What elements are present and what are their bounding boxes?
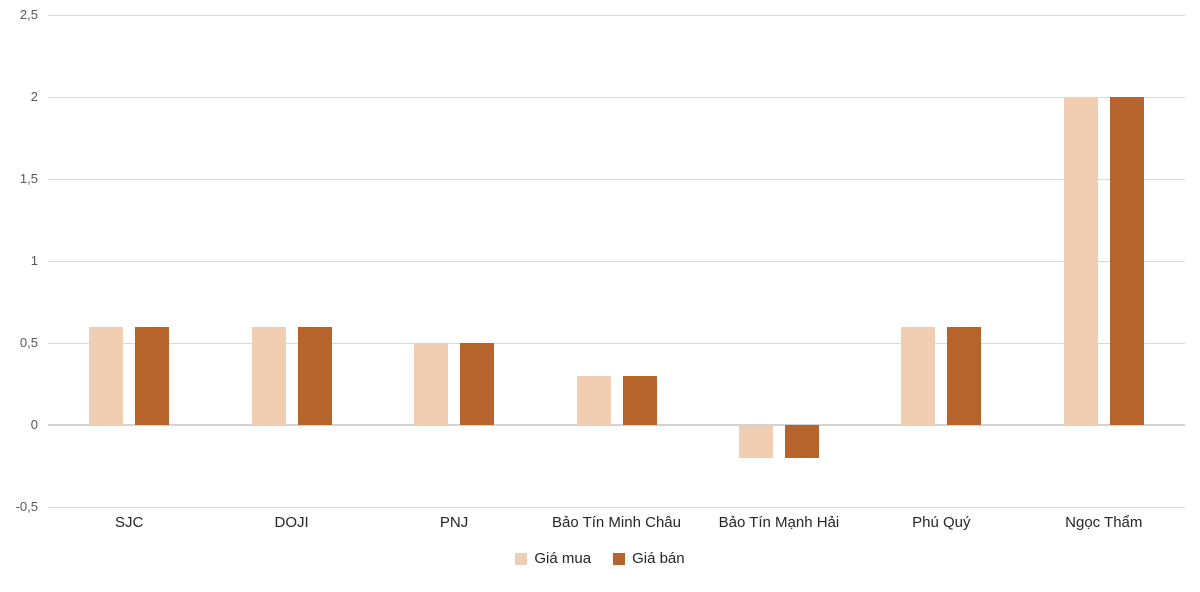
legend-swatch-icon — [515, 553, 528, 565]
gridline — [48, 507, 1185, 508]
bar — [297, 326, 332, 425]
x-category-label: PNJ — [439, 514, 469, 531]
gridline — [48, 261, 1185, 262]
bar — [784, 425, 819, 458]
y-tick-label: 1 — [30, 253, 38, 268]
x-category-label: Ngọc Thẩm — [1065, 514, 1143, 531]
x-category-label: Bảo Tín Minh Châu — [552, 514, 681, 531]
bar — [1109, 97, 1144, 425]
legend-item: Giá bán — [613, 551, 685, 567]
bar — [89, 326, 124, 425]
x-category-label: SJC — [115, 514, 144, 531]
bar — [622, 375, 657, 425]
legend-label: Giá mua — [534, 550, 592, 567]
y-tick-label: 1,5 — [19, 171, 38, 186]
gridline — [48, 179, 1185, 180]
gridline — [48, 15, 1185, 16]
bar — [1063, 97, 1098, 425]
y-tick-label: 0 — [30, 417, 38, 432]
legend: Giá mua Giá bán — [0, 551, 1200, 567]
legend-item: Giá mua — [515, 551, 591, 567]
legend-swatch-icon — [613, 553, 626, 565]
y-tick-label: 0,5 — [19, 335, 38, 350]
bar — [738, 425, 773, 458]
x-category-label: DOJI — [274, 514, 309, 531]
x-category-label: Phú Quý — [912, 514, 971, 531]
bar — [947, 326, 982, 425]
y-tick-label: 2 — [30, 89, 38, 104]
legend-label: Giá bán — [632, 550, 685, 567]
bar — [460, 343, 495, 425]
y-tick-label: -0,5 — [15, 499, 38, 514]
bar — [414, 343, 449, 425]
bar — [135, 326, 170, 425]
gridline — [48, 97, 1185, 98]
zero-axis-line — [48, 424, 1185, 426]
bar — [901, 326, 936, 425]
x-category-label: Bảo Tín Mạnh Hải — [718, 514, 840, 531]
gridline — [48, 343, 1185, 344]
bar — [251, 326, 286, 425]
bar — [576, 375, 611, 425]
y-tick-label: 2,5 — [19, 7, 38, 22]
